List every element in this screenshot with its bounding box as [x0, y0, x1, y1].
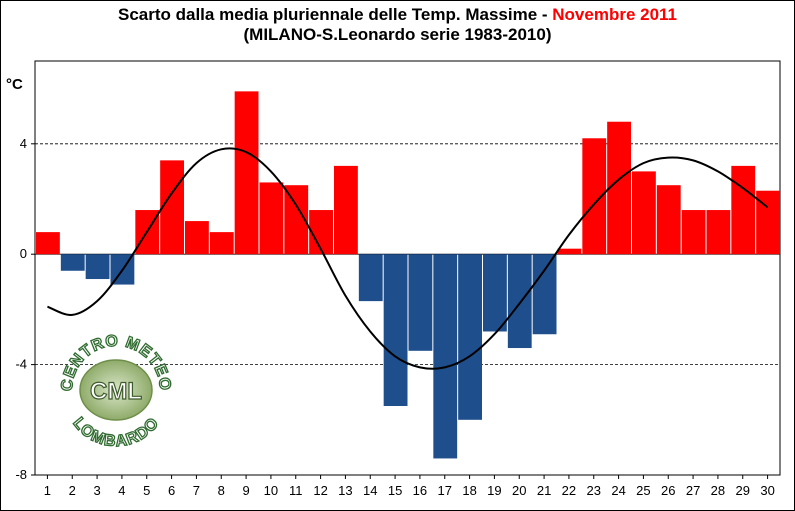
x-tick-label: 29	[736, 483, 750, 498]
bar-day-16	[408, 254, 433, 351]
x-tick-label: 18	[462, 483, 476, 498]
bar-day-19	[483, 254, 507, 332]
y-axis-unit: °C	[6, 76, 23, 93]
bar-day-28	[706, 210, 731, 255]
x-tick-label: 11	[289, 483, 303, 498]
x-tick-label: 21	[537, 483, 551, 498]
x-tick-label: 6	[168, 483, 175, 498]
x-tick-label: 19	[487, 483, 501, 498]
bar-day-27	[681, 210, 706, 255]
x-tick-label: 25	[636, 483, 650, 498]
bar-day-10	[259, 182, 284, 255]
bars-layer	[36, 91, 780, 459]
bar-day-15	[383, 254, 408, 406]
x-tick-label: 20	[512, 483, 526, 498]
x-tick-label: 23	[587, 483, 601, 498]
x-tick-label: 26	[661, 483, 675, 498]
x-tick-label: 17	[438, 483, 452, 498]
bar-day-23	[582, 138, 607, 255]
plot-area	[34, 60, 781, 476]
x-tick-label: 10	[264, 483, 278, 498]
y-tick-label: -8	[15, 467, 27, 482]
bar-day-26	[656, 185, 681, 255]
x-tick-label: 14	[363, 483, 377, 498]
bar-day-29	[731, 165, 756, 255]
y-tick-label: 4	[20, 136, 27, 151]
bar-day-21	[532, 254, 557, 335]
x-tick-label: 3	[93, 483, 100, 498]
x-tick-label: 5	[143, 483, 150, 498]
x-tick-label: 13	[338, 483, 352, 498]
bar-day-6	[160, 160, 184, 255]
x-tick-label: 27	[686, 483, 700, 498]
x-tick-label: 2	[69, 483, 76, 498]
bar-day-20	[507, 254, 532, 349]
bar-day-14	[358, 254, 383, 302]
x-tick-label: 30	[760, 483, 774, 498]
bar-day-30	[756, 190, 780, 255]
bar-day-24	[607, 121, 631, 255]
title-main: Scarto dalla media pluriennale delle Tem…	[117, 5, 553, 24]
bar-day-25	[632, 171, 656, 255]
chart-title: Scarto dalla media pluriennale delle Tem…	[0, 5, 795, 25]
y-tick-label: -4	[15, 357, 27, 372]
curve-layer	[47, 147, 769, 370]
title-highlight: Novembre 2011	[552, 5, 678, 24]
logo-region-shape	[79, 359, 153, 421]
x-tick-label: 16	[413, 483, 427, 498]
bar-day-7	[185, 221, 209, 255]
bar-day-18	[458, 254, 482, 420]
bar-day-9	[234, 91, 259, 255]
bar-day-3	[85, 254, 110, 280]
bar-day-11	[284, 185, 309, 255]
bar-day-2	[60, 254, 85, 271]
bar-day-22	[557, 248, 582, 255]
trend-curve	[47, 147, 769, 370]
x-tick-label: 4	[118, 483, 125, 498]
x-tick-label: 15	[388, 483, 402, 498]
bar-day-13	[334, 165, 358, 255]
bar-day-12	[309, 210, 333, 255]
x-tick-label: 1	[44, 483, 51, 498]
logo-text: CML	[90, 378, 142, 405]
y-tick-label: 0	[20, 246, 27, 261]
x-tick-label: 7	[193, 483, 200, 498]
bar-day-8	[209, 232, 234, 255]
x-tick-label: 12	[313, 483, 327, 498]
x-tick-label: 9	[242, 483, 249, 498]
chart-subtitle: (MILANO-S.Leonardo serie 1983-2010)	[243, 25, 552, 44]
x-tick-label: 28	[711, 483, 725, 498]
bar-day-1	[36, 232, 60, 255]
bar-day-17	[433, 254, 458, 459]
x-tick-label: 8	[218, 483, 225, 498]
x-tick-label: 22	[562, 483, 576, 498]
x-tick-label: 24	[611, 483, 625, 498]
